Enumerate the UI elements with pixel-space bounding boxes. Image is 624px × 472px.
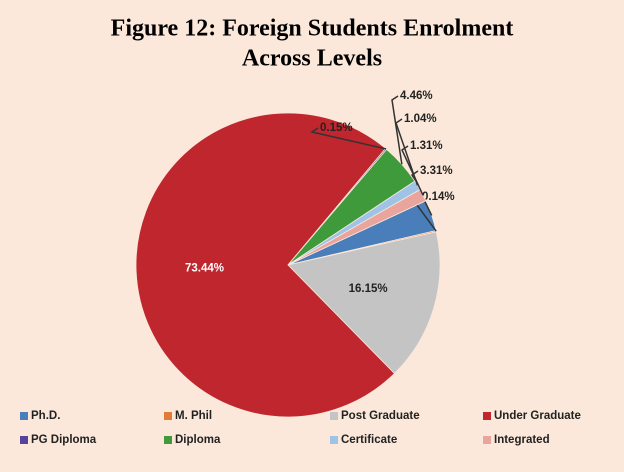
legend-swatch	[330, 436, 338, 444]
legend-swatch	[164, 436, 172, 444]
leader-line	[395, 118, 419, 186]
pie-slice	[287, 231, 441, 375]
value-label: 1.04%	[404, 113, 437, 125]
legend-label: Ph.D.	[31, 410, 60, 422]
legend-label: Integrated	[494, 434, 550, 446]
legend-label: PG Diploma	[31, 434, 97, 446]
legend-label: M. Phil	[175, 410, 212, 422]
chart-subtitle: Across Levels	[242, 46, 382, 72]
value-label: 73.44%	[185, 262, 224, 274]
legend-swatch	[330, 412, 338, 420]
leader-line	[411, 170, 433, 216]
legend-label: Post Graduate	[341, 410, 420, 422]
value-label: 0.15%	[320, 122, 353, 134]
value-label: 0.14%	[422, 191, 455, 203]
value-label: 3.31%	[420, 165, 453, 177]
legend-swatch	[20, 436, 28, 444]
leader-line	[391, 95, 403, 165]
leader-line	[310, 127, 387, 150]
pie: 3.31% 0.14% 16.15% 73.44% 0.15% 4.46% 1.04% 1.3…	[135, 90, 455, 418]
value-label: 4.46%	[400, 90, 433, 102]
legend-label: Certificate	[341, 434, 397, 446]
legend-swatch	[483, 436, 491, 444]
value-label: 1.31%	[410, 140, 443, 152]
pie-slice	[135, 112, 395, 418]
legend-swatch	[483, 412, 491, 420]
chart-title: Figure 12: Foreign Students Enrolment	[111, 16, 514, 42]
value-label: 16.15%	[349, 283, 388, 295]
legend: Ph.D. M. Phil Post Graduate Under Graduate P…	[20, 410, 581, 446]
legend-swatch	[20, 412, 28, 420]
leader-line	[401, 145, 424, 196]
legend-label: Under Graduate	[494, 410, 581, 422]
legend-swatch	[164, 412, 172, 420]
legend-label: Diploma	[175, 434, 221, 446]
